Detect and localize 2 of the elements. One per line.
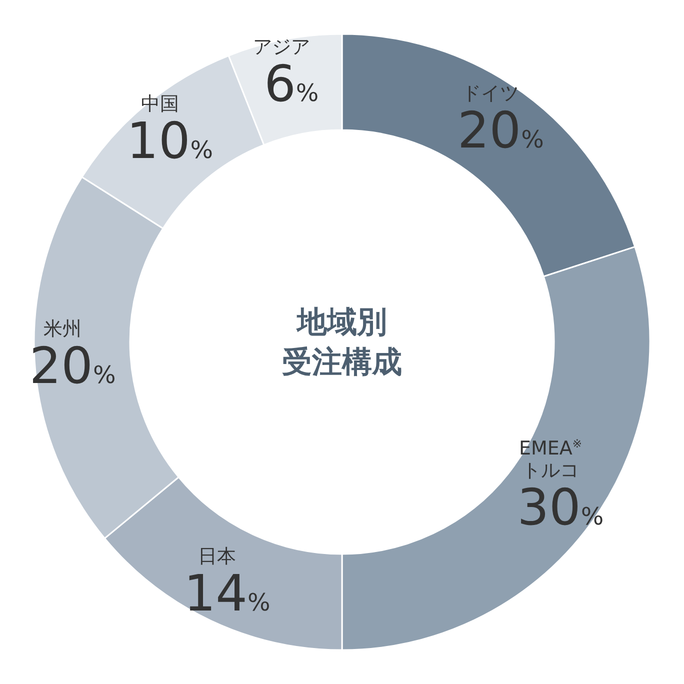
text: 地域別 [295,305,387,340]
text: 受注構成 [282,345,402,380]
